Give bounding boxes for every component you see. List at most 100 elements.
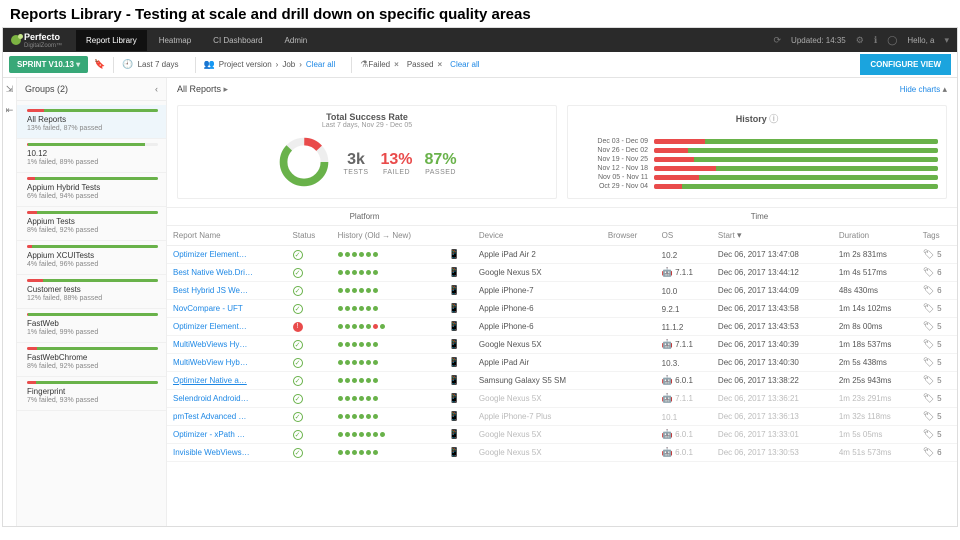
history-card: History ⓘ Dec 03 - Dec 09Nov 26 - Dec 02… (567, 105, 947, 199)
bookmark-icon[interactable]: 🔖 (94, 59, 105, 70)
os-cell: 🤖 7.1.1 (656, 336, 712, 354)
history-cell (332, 390, 443, 408)
history-row: Nov 19 - Nov 25 (576, 156, 938, 163)
table-row[interactable]: Best Native Web.Dri… ✓ 📱 Google Nexus 5X… (167, 264, 957, 282)
start-cell: Dec 06, 2017 13:36:21 (712, 390, 833, 408)
column-header[interactable]: Browser (602, 226, 656, 246)
nav-report-library[interactable]: Report Library (76, 30, 147, 51)
sidebar-collapse-icon[interactable]: ‹ (155, 84, 158, 94)
success-title: Total Success Rate (186, 112, 548, 122)
tab-time[interactable]: Time (562, 208, 957, 225)
column-header[interactable]: OS (656, 226, 712, 246)
report-name-link[interactable]: MultiWebViews Hy… (173, 340, 247, 349)
report-name-link[interactable]: Best Hybrid JS We… (173, 286, 248, 295)
settings-icon[interactable]: ⚙ (856, 35, 864, 46)
status-cell: ✓ (287, 426, 332, 444)
filter-icon[interactable]: ⚗ (360, 59, 368, 70)
table-row[interactable]: Invisible WebViews… ✓ 📱 Google Nexus 5X … (167, 444, 957, 462)
collapse-icon[interactable]: ⇤ (6, 105, 14, 116)
history-cell (332, 318, 443, 336)
group-title: Fingerprint (27, 387, 158, 396)
group-title: FastWebChrome (27, 353, 158, 362)
report-name-link[interactable]: Optimizer Element… (173, 322, 247, 331)
help-icon[interactable]: ℹ (874, 35, 877, 46)
tags-cell: 🏷5 (917, 318, 957, 336)
sidebar-item[interactable]: Appium Tests 8% failed, 92% passed (17, 207, 166, 241)
group-by-filter[interactable]: 👥Project version › Job › Clear all (204, 59, 336, 70)
browser-cell (602, 372, 656, 390)
os-cell: 9.2.1 (656, 300, 712, 318)
report-name-link[interactable]: Optimizer Native a… (173, 376, 247, 385)
sidebar-item[interactable]: 10.12 1% failed, 89% passed (17, 139, 166, 173)
configure-view-button[interactable]: CONFIGURE VIEW (860, 54, 951, 75)
sidebar-item[interactable]: Customer tests 12% failed, 88% passed (17, 275, 166, 309)
sidebar-item[interactable]: Fingerprint 7% failed, 93% passed (17, 377, 166, 411)
status-filter-passed[interactable]: Passed × (407, 60, 442, 69)
column-header[interactable]: Status (287, 226, 332, 246)
table-row[interactable]: MultiWebView Hyb… ✓ 📱 Apple iPad Air 10.… (167, 354, 957, 372)
table-row[interactable]: pmTest Advanced … ✓ 📱 Apple iPhone-7 Plu… (167, 408, 957, 426)
group-title: Appium Tests (27, 217, 158, 226)
history-cell (332, 264, 443, 282)
device-type-icon: 📱 (443, 426, 473, 444)
tests-count: 3k (343, 151, 368, 169)
report-name-link[interactable]: MultiWebView Hyb… (173, 358, 248, 367)
user-menu-chevron-icon[interactable]: ▾ (944, 35, 949, 46)
sidebar-header: Groups (2) ‹ (17, 78, 166, 101)
remove-failed-icon[interactable]: × (394, 60, 399, 69)
report-name-link[interactable]: Optimizer - xPath … (173, 430, 245, 439)
history-cell (332, 300, 443, 318)
table-row[interactable]: Selendroid Android… ✓ 📱 Google Nexus 5X … (167, 390, 957, 408)
sprint-pill[interactable]: SPRINT V10.13 ▾ (9, 56, 88, 73)
device-type-icon: 📱 (443, 408, 473, 426)
column-header[interactable]: Tags (917, 226, 957, 246)
updated-label: Updated: 14:35 (791, 36, 846, 45)
group-sub: 7% failed, 93% passed (27, 397, 158, 404)
table-row[interactable]: NovCompare - UFT ✓ 📱 Apple iPhone-6 9.2.… (167, 300, 957, 318)
column-header[interactable]: Device (473, 226, 602, 246)
device-cell: Google Nexus 5X (473, 336, 602, 354)
sidebar-item[interactable]: All Reports 13% failed, 87% passed (17, 105, 166, 139)
table-row[interactable]: Optimizer Element… ! 📱 Apple iPhone-6 11… (167, 318, 957, 336)
duration-cell: 4m 51s 573ms (833, 444, 917, 462)
table-row[interactable]: MultiWebViews Hy… ✓ 📱 Google Nexus 5X 🤖 … (167, 336, 957, 354)
report-name-link[interactable]: Optimizer Element… (173, 250, 247, 259)
column-header[interactable]: Duration (833, 226, 917, 246)
report-name-link[interactable]: pmTest Advanced … (173, 412, 246, 421)
table-row[interactable]: Best Hybrid JS We… ✓ 📱 Apple iPhone-7 10… (167, 282, 957, 300)
nav-heatmap[interactable]: Heatmap (149, 30, 201, 51)
device-type-icon: 📱 (443, 354, 473, 372)
column-header[interactable]: History (Old → New) (332, 226, 443, 246)
report-name-link[interactable]: Selendroid Android… (173, 394, 249, 403)
report-name-link[interactable]: Invisible WebViews… (173, 448, 250, 457)
remove-passed-icon[interactable]: × (438, 60, 443, 69)
refresh-icon[interactable]: ⟳ (774, 35, 782, 46)
browser-cell (602, 426, 656, 444)
sidebar-title: Groups (2) (25, 84, 68, 94)
status-filter-failed[interactable]: Failed × (368, 60, 398, 69)
device-cell: Apple iPad Air (473, 354, 602, 372)
sidebar-item[interactable]: FastWebChrome 8% failed, 92% passed (17, 343, 166, 377)
user-avatar-icon[interactable]: ◯ (887, 35, 897, 46)
group-title: Appium XCUITests (27, 251, 158, 260)
sidebar-item[interactable]: Appium Hybrid Tests 6% failed, 94% passe… (17, 173, 166, 207)
time-filter[interactable]: 🕘Last 7 days (122, 59, 178, 70)
column-header[interactable]: Report Name (167, 226, 287, 246)
report-name-link[interactable]: NovCompare - UFT (173, 304, 243, 313)
sidebar-item[interactable]: FastWeb 1% failed, 99% passed (17, 309, 166, 343)
nav-admin[interactable]: Admin (275, 30, 318, 51)
table-row[interactable]: Optimizer Native a… ✓ 📱 Samsung Galaxy S… (167, 372, 957, 390)
table-row[interactable]: Optimizer - xPath … ✓ 📱 Google Nexus 5X … (167, 426, 957, 444)
panel-toggle-icon[interactable]: ⇲ (6, 84, 14, 95)
table-row[interactable]: Optimizer Element… ✓ 📱 Apple iPad Air 2 … (167, 246, 957, 264)
column-header[interactable] (443, 226, 473, 246)
clear-status[interactable]: Clear all (450, 60, 479, 69)
history-cell (332, 426, 443, 444)
report-name-link[interactable]: Best Native Web.Dri… (173, 268, 253, 277)
hide-charts-link[interactable]: Hide charts ▴ (900, 84, 947, 95)
column-header[interactable]: Start ▾ (712, 226, 833, 246)
tab-platform[interactable]: Platform (167, 208, 562, 225)
clear-groupby[interactable]: Clear all (306, 60, 335, 69)
sidebar-item[interactable]: Appium XCUITests 4% failed, 96% passed (17, 241, 166, 275)
nav-ci-dashboard[interactable]: CI Dashboard (203, 30, 272, 51)
